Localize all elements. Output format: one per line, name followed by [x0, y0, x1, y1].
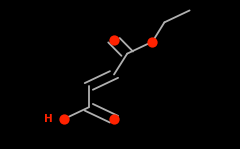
Point [150, 41, 154, 43]
Point [112, 39, 116, 41]
Text: H: H [44, 114, 52, 124]
Point [62, 118, 66, 120]
Point [112, 118, 116, 120]
